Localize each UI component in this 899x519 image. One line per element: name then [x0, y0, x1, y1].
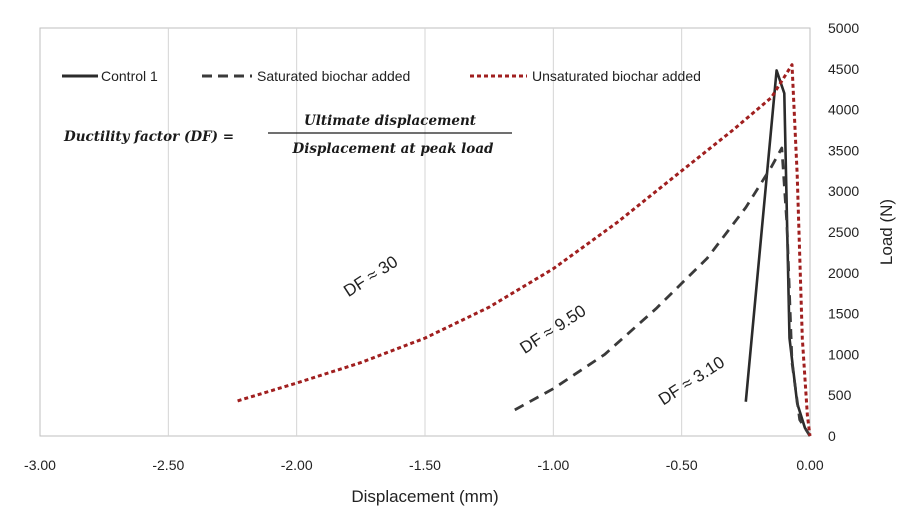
y-tick-label: 1000 — [828, 346, 859, 362]
y-tick-label: 3500 — [828, 142, 859, 158]
y-tick-label: 5000 — [828, 20, 859, 36]
y-tick-label: 2000 — [828, 265, 859, 281]
x-tick-label: -3.00 — [24, 457, 56, 473]
y-tick-label: 0 — [828, 428, 836, 444]
formula-lhs: Ductility factor (DF) = — [63, 129, 234, 145]
series-line-3 — [237, 63, 812, 437]
x-tick-label: -2.00 — [281, 457, 313, 473]
formula-denominator: Displacement at peak load — [291, 141, 494, 157]
y-tick-label: 4500 — [828, 61, 859, 77]
gridlines — [167, 28, 683, 436]
ductility-formula: Ductility factor (DF) = Ultimate displac… — [63, 113, 512, 157]
y-tick-label: 500 — [828, 387, 852, 403]
y-tick-label: 1500 — [828, 306, 859, 322]
legend-label-control-1: Control 1 — [101, 68, 158, 84]
y-tick-label: 2500 — [828, 224, 859, 240]
series-lines — [237, 63, 812, 437]
axes: -3.00 -2.50 -2.00 -1.50 -1.00 -0.50 0.00 0 500 10… — [24, 20, 859, 473]
y-axis-title: Load (N) — [877, 199, 896, 265]
legend-label-unsaturated: Unsaturated biochar added — [532, 68, 701, 84]
formula-numerator: Ultimate displacement — [304, 113, 477, 129]
x-tick-label: -2.50 — [152, 457, 184, 473]
y-tick-label: 3000 — [828, 183, 859, 199]
x-tick-label: -1.50 — [409, 457, 441, 473]
x-tick-label: -1.00 — [537, 457, 569, 473]
x-axis-title: Displacement (mm) — [351, 487, 498, 506]
x-tick-label: -0.50 — [666, 457, 698, 473]
y-tick-label: 4000 — [828, 102, 859, 118]
legend: Control 1 Saturated biochar added Unsatu… — [62, 68, 701, 84]
series-line-2 — [514, 146, 812, 437]
legend-label-saturated: Saturated biochar added — [257, 68, 410, 84]
x-tick-label: 0.00 — [796, 457, 823, 473]
series-line-1 — [744, 69, 812, 437]
